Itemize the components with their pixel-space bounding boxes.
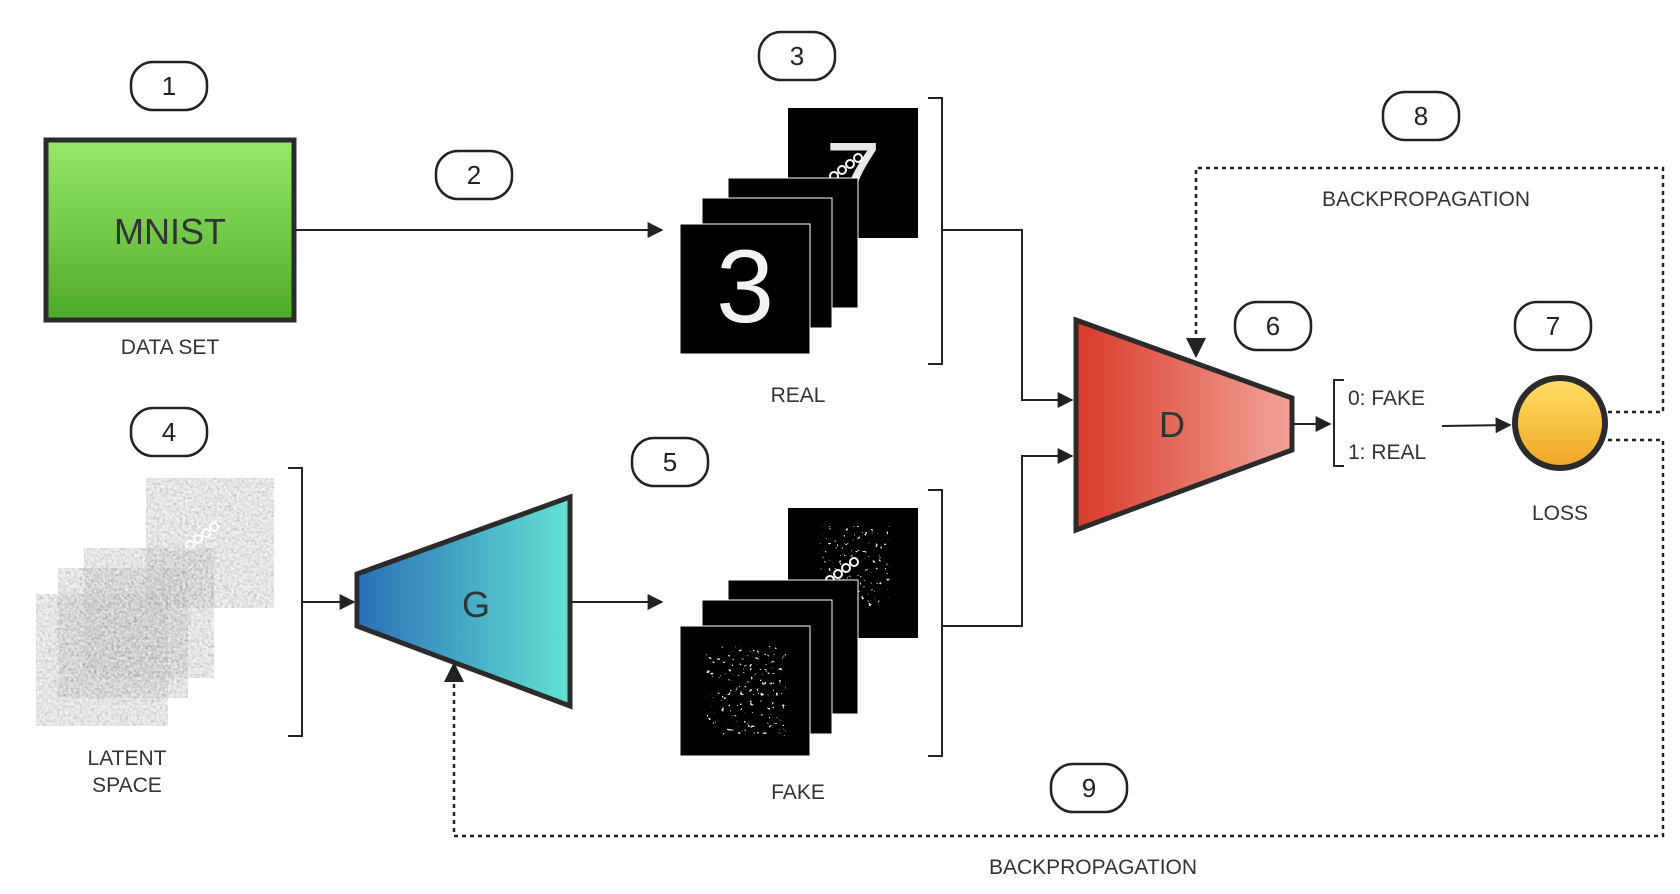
svg-text:9: 9 [1082,773,1096,803]
fake-noise-front [706,646,786,736]
real-digit-front: 3 [716,229,774,345]
backprop-to-generator-line [444,438,1665,838]
latent-bracket [288,467,303,737]
arrow-output-to-loss [1441,417,1512,434]
latent-caption-line2: SPACE [92,774,162,797]
svg-text:8: 8 [1414,101,1428,131]
latent-caption-line1: LATENT [88,747,167,770]
svg-text:1: 1 [162,71,176,101]
step-badge-6: 6 [1233,300,1313,352]
backprop-top-label: BACKPROPAGATION [1322,188,1530,211]
arrow-real-to-discriminator [942,229,1074,408]
generator-label: G [462,584,490,625]
mnist-label: MNIST [114,211,226,252]
step-badge-3: 3 [757,30,837,82]
backprop-to-discriminator-line [1186,166,1665,414]
arrow-fake-to-discriminator [942,448,1074,627]
generator-block: G [354,493,573,710]
svg-text:4: 4 [162,417,176,447]
latent-space-stack [35,478,274,727]
output-bracket [1333,379,1344,467]
svg-text:2: 2 [467,160,481,190]
svg-text:7: 7 [1546,311,1560,341]
step-badge-4: 4 [129,406,209,458]
fake-image-stack [679,508,918,757]
step-badge-9: 9 [1049,762,1129,814]
output-fake-label: 0: FAKE [1348,387,1425,410]
output-real-label: 1: REAL [1348,441,1426,464]
step-badge-2: 2 [434,149,514,201]
real-caption: REAL [771,384,826,407]
step-badge-8: 8 [1381,90,1461,142]
loss-node [1512,375,1608,471]
loss-caption: LOSS [1532,502,1588,525]
step-badge-1: 1 [129,60,209,112]
step-badge-7: 7 [1513,300,1593,352]
dataset-caption: DATA SET [121,336,220,359]
step-badge-5: 5 [630,436,710,488]
discriminator-block: D [1073,316,1295,534]
real-image-stack: 7 3 [679,108,918,355]
fake-caption: FAKE [771,781,825,804]
fake-bracket [928,489,943,757]
svg-text:3: 3 [790,41,804,71]
svg-text:6: 6 [1266,311,1280,341]
mnist-dataset-box: MNIST [43,137,297,323]
real-bracket [928,97,943,365]
backprop-bottom-label: BACKPROPAGATION [989,856,1197,879]
svg-text:5: 5 [663,447,677,477]
latent-ellipsis-icon [185,522,219,550]
discriminator-label: D [1159,404,1185,445]
